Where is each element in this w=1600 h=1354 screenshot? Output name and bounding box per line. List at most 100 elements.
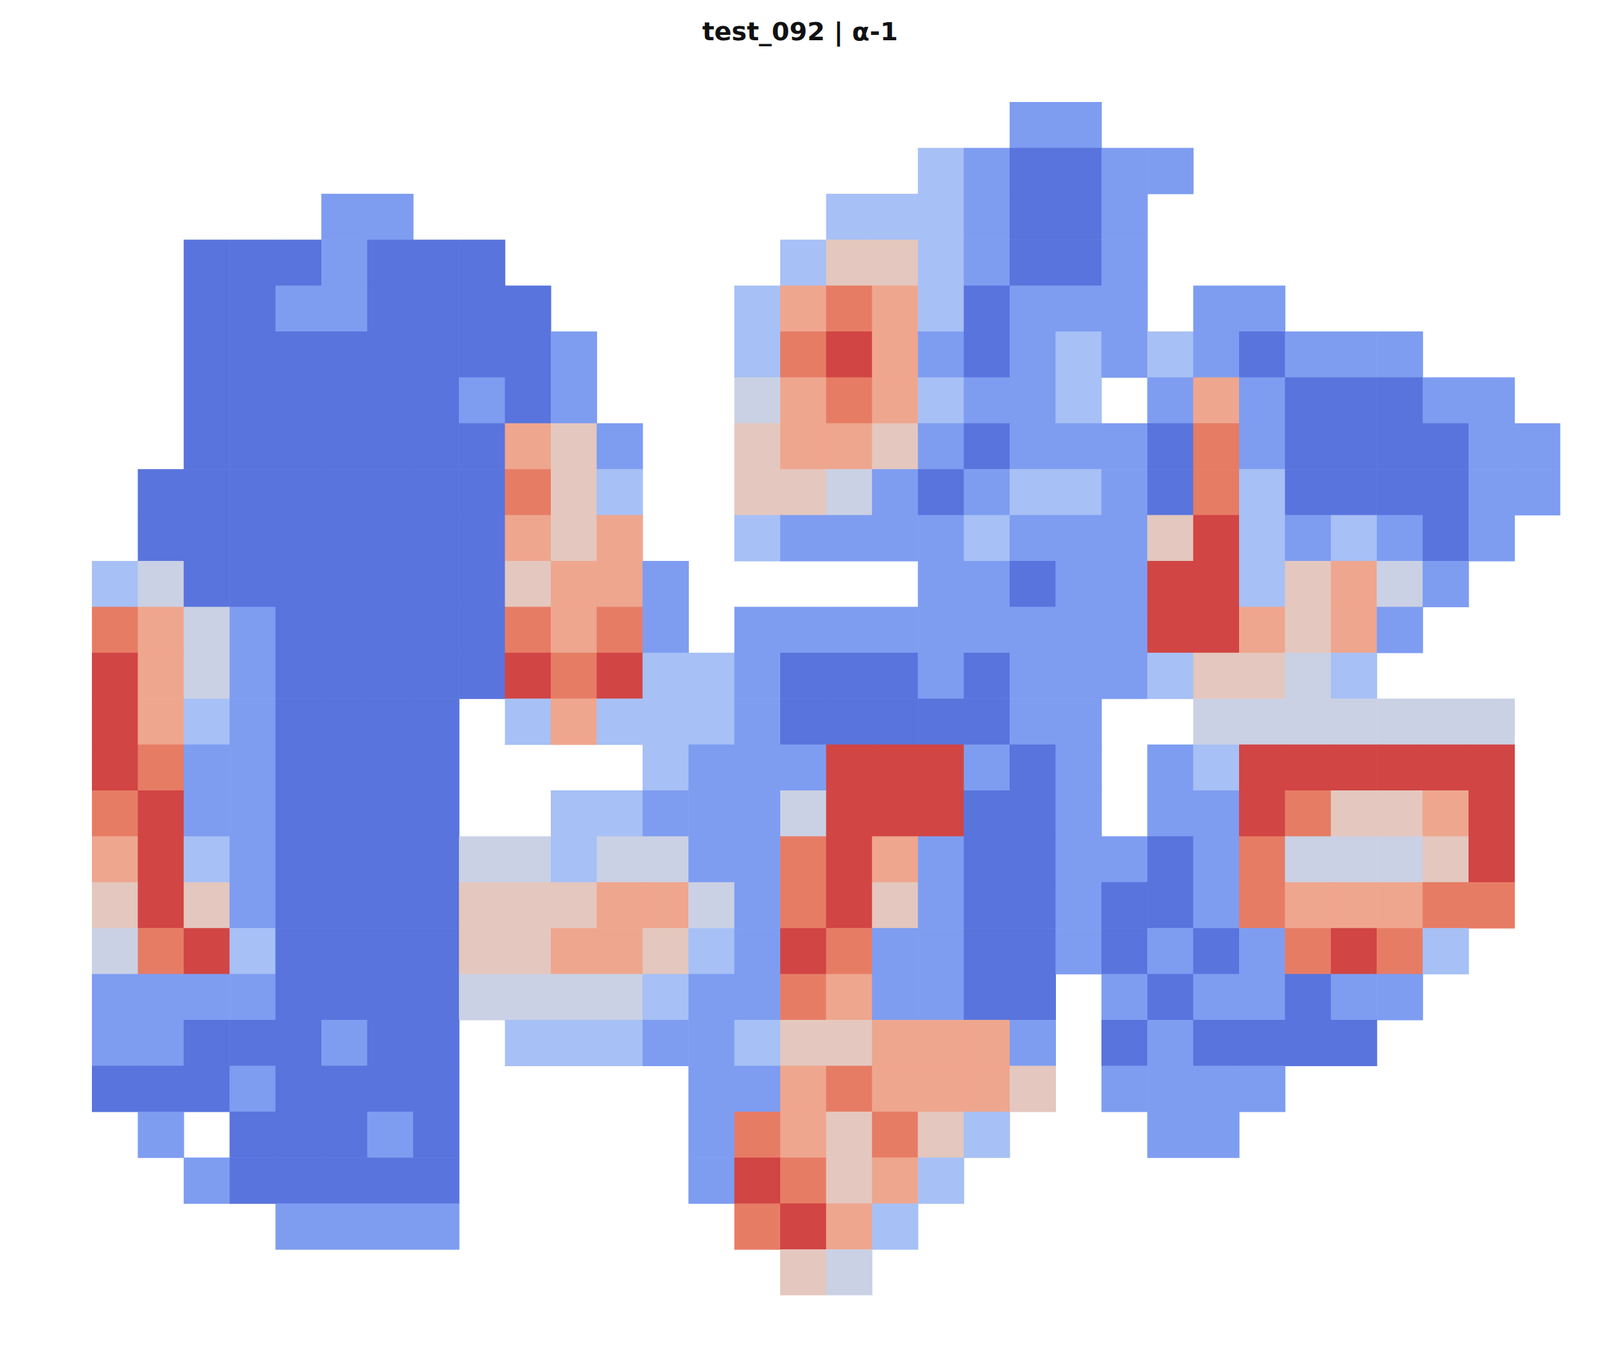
cell — [229, 882, 276, 929]
cell — [1239, 606, 1286, 653]
cell — [917, 1111, 965, 1158]
cell — [1193, 835, 1240, 883]
cell — [1422, 698, 1470, 745]
cell — [642, 927, 689, 975]
cell — [413, 835, 460, 883]
cell — [825, 652, 873, 700]
cell — [275, 1019, 323, 1066]
cell — [1239, 331, 1286, 378]
cell — [91, 606, 139, 653]
cell — [321, 285, 368, 333]
cell — [1055, 744, 1102, 791]
cell — [1284, 698, 1331, 745]
cell — [780, 468, 827, 516]
cell — [321, 698, 368, 745]
cell — [1009, 882, 1056, 929]
cell — [413, 1019, 460, 1066]
cell — [1055, 101, 1102, 149]
cell — [734, 744, 781, 791]
cell — [137, 652, 184, 700]
cell — [872, 331, 919, 378]
cell — [458, 423, 506, 470]
cell — [917, 927, 965, 975]
cell — [275, 468, 323, 516]
cell — [137, 1065, 184, 1112]
cell — [917, 423, 965, 470]
cell — [366, 882, 414, 929]
cell — [964, 744, 1011, 791]
cell — [780, 882, 827, 929]
cell — [825, 331, 873, 378]
cell — [780, 285, 827, 333]
cell — [734, 1019, 781, 1066]
cell — [1055, 377, 1102, 424]
cell — [1284, 515, 1331, 562]
cell — [1284, 468, 1331, 516]
cell — [1330, 652, 1378, 700]
cell — [275, 698, 323, 745]
cell — [458, 239, 506, 286]
cell — [275, 1065, 323, 1112]
cell — [505, 835, 552, 883]
cell — [275, 331, 323, 378]
cell — [1147, 515, 1194, 562]
cell — [275, 1111, 323, 1158]
cell — [1055, 790, 1102, 837]
cell — [1147, 1111, 1194, 1158]
cell — [1284, 974, 1331, 1021]
cell — [964, 515, 1011, 562]
cell — [734, 698, 781, 745]
cell — [229, 377, 276, 424]
cell — [413, 927, 460, 975]
cell — [321, 927, 368, 975]
cell — [1284, 882, 1331, 929]
cell — [1376, 331, 1423, 378]
cell — [550, 1019, 598, 1066]
cell — [1284, 744, 1331, 791]
cell — [321, 193, 368, 241]
cell — [872, 835, 919, 883]
cell — [1284, 560, 1331, 608]
cell — [964, 882, 1011, 929]
cell — [917, 560, 965, 608]
cell — [1422, 790, 1470, 837]
cell — [275, 744, 323, 791]
cell — [550, 468, 598, 516]
cell — [229, 331, 276, 378]
cell — [505, 285, 552, 333]
cell — [1422, 744, 1470, 791]
cell — [275, 285, 323, 333]
cell — [1330, 377, 1378, 424]
cell — [734, 606, 781, 653]
cell — [1101, 331, 1148, 378]
cell — [1239, 974, 1286, 1021]
cell — [1101, 147, 1148, 194]
cell — [275, 790, 323, 837]
cell — [780, 423, 827, 470]
cell — [550, 974, 598, 1021]
cell — [1055, 606, 1102, 653]
cell — [1376, 515, 1423, 562]
cell — [872, 927, 919, 975]
cell — [229, 974, 276, 1021]
cell — [1147, 1065, 1194, 1112]
cell — [229, 1065, 276, 1112]
cell — [825, 1157, 873, 1204]
cell — [505, 560, 552, 608]
cell — [183, 1157, 231, 1204]
cell — [183, 790, 231, 837]
cell — [964, 835, 1011, 883]
cell — [550, 560, 598, 608]
cell — [1284, 790, 1331, 837]
cell — [1147, 835, 1194, 883]
cell — [917, 1157, 965, 1204]
cell — [734, 974, 781, 1021]
cell — [458, 560, 506, 608]
cell — [366, 974, 414, 1021]
cell — [1009, 101, 1056, 149]
cell — [596, 790, 643, 837]
cell — [825, 515, 873, 562]
cell — [1239, 744, 1286, 791]
cell — [780, 744, 827, 791]
cell — [321, 515, 368, 562]
